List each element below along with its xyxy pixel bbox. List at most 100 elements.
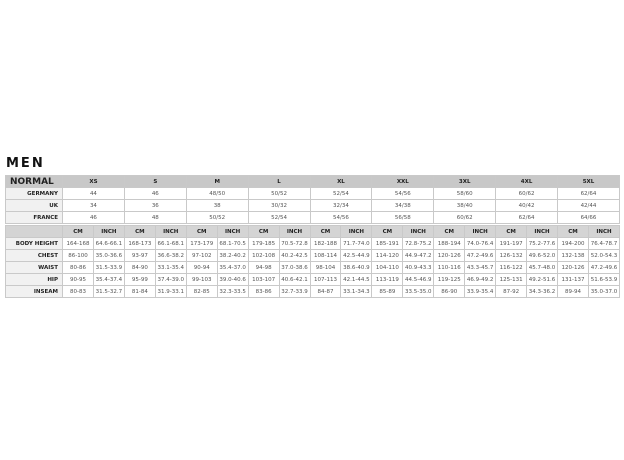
measurement-cell: 37.4-39.0 bbox=[154, 273, 187, 286]
measurement-cell: 90-94 bbox=[185, 261, 218, 274]
measurement-cell: 80-83 bbox=[62, 285, 94, 298]
row-label: CHEST bbox=[5, 249, 63, 262]
measurement-cell: 35.4-37.0 bbox=[216, 261, 249, 274]
measurement-cell: 52.0-54.3 bbox=[587, 249, 621, 262]
row-label: INSEAM bbox=[5, 285, 63, 298]
measurement-cell: 49.6-52.0 bbox=[526, 249, 558, 262]
size-header: XL bbox=[309, 175, 373, 188]
measurement-cell: 64.6-66.1 bbox=[92, 237, 125, 250]
row-label: BODY HEIGHT bbox=[5, 237, 63, 250]
unit-header-row: CM INCH CM INCH CM INCH CM INCH CM INCH CM INCH CM IN… bbox=[5, 225, 621, 238]
size-header-row: NORMAL XS S M L XL XXL 3XL 4XL 5XL bbox=[5, 175, 620, 188]
measurement-cell: 131-137 bbox=[557, 273, 589, 286]
measurement-cell: 132-138 bbox=[557, 249, 589, 262]
measurement-cell: 47.2-49.6 bbox=[587, 261, 621, 274]
measurement-cell: 33.9-35.4 bbox=[464, 285, 497, 298]
measurement-cell: 31.9-33.1 bbox=[154, 285, 187, 298]
measurement-cell: 99-103 bbox=[185, 273, 218, 286]
section-title: MEN bbox=[6, 156, 45, 171]
unit-inch: INCH bbox=[154, 225, 187, 238]
measurement-cell: 97-102 bbox=[185, 249, 218, 262]
unit-inch: INCH bbox=[464, 225, 497, 238]
unit-inch: INCH bbox=[340, 225, 373, 238]
measurement-cell: 108-114 bbox=[309, 249, 342, 262]
measurement-cell: 104-110 bbox=[371, 261, 404, 274]
size-cell: 60/62 bbox=[433, 211, 497, 224]
size-cell: 54/56 bbox=[309, 211, 373, 224]
measurement-cell: 164-168 bbox=[62, 237, 94, 250]
measurement-cell: 38.2-40.2 bbox=[216, 249, 249, 262]
measurement-cell: 84-87 bbox=[309, 285, 342, 298]
measurement-cell: 37.0-38.6 bbox=[278, 261, 311, 274]
size-header: L bbox=[247, 175, 311, 188]
measurement-cell: 114-120 bbox=[371, 249, 404, 262]
measurement-cell: 93-97 bbox=[123, 249, 156, 262]
size-cell: 62/64 bbox=[495, 211, 558, 224]
measurement-cell: 40.9-43.3 bbox=[402, 261, 435, 274]
size-cell: 32/34 bbox=[309, 199, 373, 212]
measurement-cell: 35.4-37.4 bbox=[92, 273, 125, 286]
measurement-cell: 120-126 bbox=[557, 261, 589, 274]
measurement-cell: 173-179 bbox=[185, 237, 218, 250]
measurement-cell: 33.5-35.0 bbox=[402, 285, 435, 298]
size-cell: 58/60 bbox=[433, 187, 497, 200]
size-header: 5XL bbox=[557, 175, 620, 188]
measurement-cell: 89-94 bbox=[557, 285, 589, 298]
measurement-cell: 44.5-46.9 bbox=[402, 273, 435, 286]
row-label: UK bbox=[5, 199, 63, 212]
measurement-cell: 98-104 bbox=[309, 261, 342, 274]
measurement-cell: 70.5-72.8 bbox=[278, 237, 311, 250]
unit-cm: CM bbox=[185, 225, 218, 238]
measurement-cell: 83-86 bbox=[247, 285, 280, 298]
size-cell: 48/50 bbox=[185, 187, 249, 200]
measurement-cell: 82-85 bbox=[185, 285, 218, 298]
measurement-cell: 179-185 bbox=[247, 237, 280, 250]
measurement-cell: 35.0-36.6 bbox=[92, 249, 125, 262]
measurement-cell: 51.6-53.9 bbox=[587, 273, 621, 286]
unit-cm: CM bbox=[309, 225, 342, 238]
measurement-cell: 107-113 bbox=[309, 273, 342, 286]
measurement-cell: 71.7-74.0 bbox=[340, 237, 373, 250]
measurement-cell: 113-119 bbox=[371, 273, 404, 286]
size-cell: 34/38 bbox=[371, 199, 435, 212]
measurement-cell: 32.3-33.5 bbox=[216, 285, 249, 298]
measurement-cell: 36.6-38.2 bbox=[154, 249, 187, 262]
size-header: XS bbox=[62, 175, 125, 188]
size-cell: 36 bbox=[123, 199, 187, 212]
measurement-cell: 120-126 bbox=[433, 249, 466, 262]
conversion-row: FRANCE 46 48 50/52 52/54 54/56 56/58 60/62 62/64… bbox=[5, 211, 620, 224]
measurement-cell: 43.3-45.7 bbox=[464, 261, 497, 274]
measurement-row: BODY HEIGHT 164-168 64.6-66.1 168-173 66.1-6… bbox=[5, 237, 621, 250]
unit-cm: CM bbox=[371, 225, 404, 238]
measurement-cell: 33.1-35.4 bbox=[154, 261, 187, 274]
size-cell: 38 bbox=[185, 199, 249, 212]
measurement-cell: 34.3-36.2 bbox=[526, 285, 558, 298]
measurement-cell: 44.9-47.2 bbox=[402, 249, 435, 262]
measurement-cell: 33.1-34.3 bbox=[340, 285, 373, 298]
conversion-row: GERMANY 44 46 48/50 50/52 52/54 54/56 58/60 60/6… bbox=[5, 187, 620, 200]
size-cell: 40/42 bbox=[495, 199, 558, 212]
measurement-cell: 31.5-33.9 bbox=[92, 261, 125, 274]
measurement-cell: 76.4-78.7 bbox=[587, 237, 621, 250]
measurement-cell: 46.9-49.2 bbox=[464, 273, 497, 286]
measurement-cell: 47.2-49.6 bbox=[464, 249, 497, 262]
unit-cm: CM bbox=[557, 225, 589, 238]
size-cell: 46 bbox=[62, 211, 125, 224]
unit-cm: CM bbox=[247, 225, 280, 238]
size-cell: 30/32 bbox=[247, 199, 311, 212]
unit-cm: CM bbox=[62, 225, 94, 238]
size-header: XXL bbox=[371, 175, 435, 188]
measurement-cell: 90-95 bbox=[62, 273, 94, 286]
unit-inch: INCH bbox=[278, 225, 311, 238]
size-header: 4XL bbox=[495, 175, 558, 188]
measurement-row: INSEAM 80-83 31.5-32.7 81-84 31.9-33.1 82-85 3… bbox=[5, 285, 621, 298]
unit-cm: CM bbox=[433, 225, 466, 238]
measurement-cell: 185-191 bbox=[371, 237, 404, 250]
measurement-cell: 102-108 bbox=[247, 249, 280, 262]
row-label: GERMANY bbox=[5, 187, 63, 200]
measurement-cell: 31.5-32.7 bbox=[92, 285, 125, 298]
row-label: FRANCE bbox=[5, 211, 63, 224]
measurement-cell: 194-200 bbox=[557, 237, 589, 250]
unit-inch: INCH bbox=[216, 225, 249, 238]
measurement-cell: 81-84 bbox=[123, 285, 156, 298]
